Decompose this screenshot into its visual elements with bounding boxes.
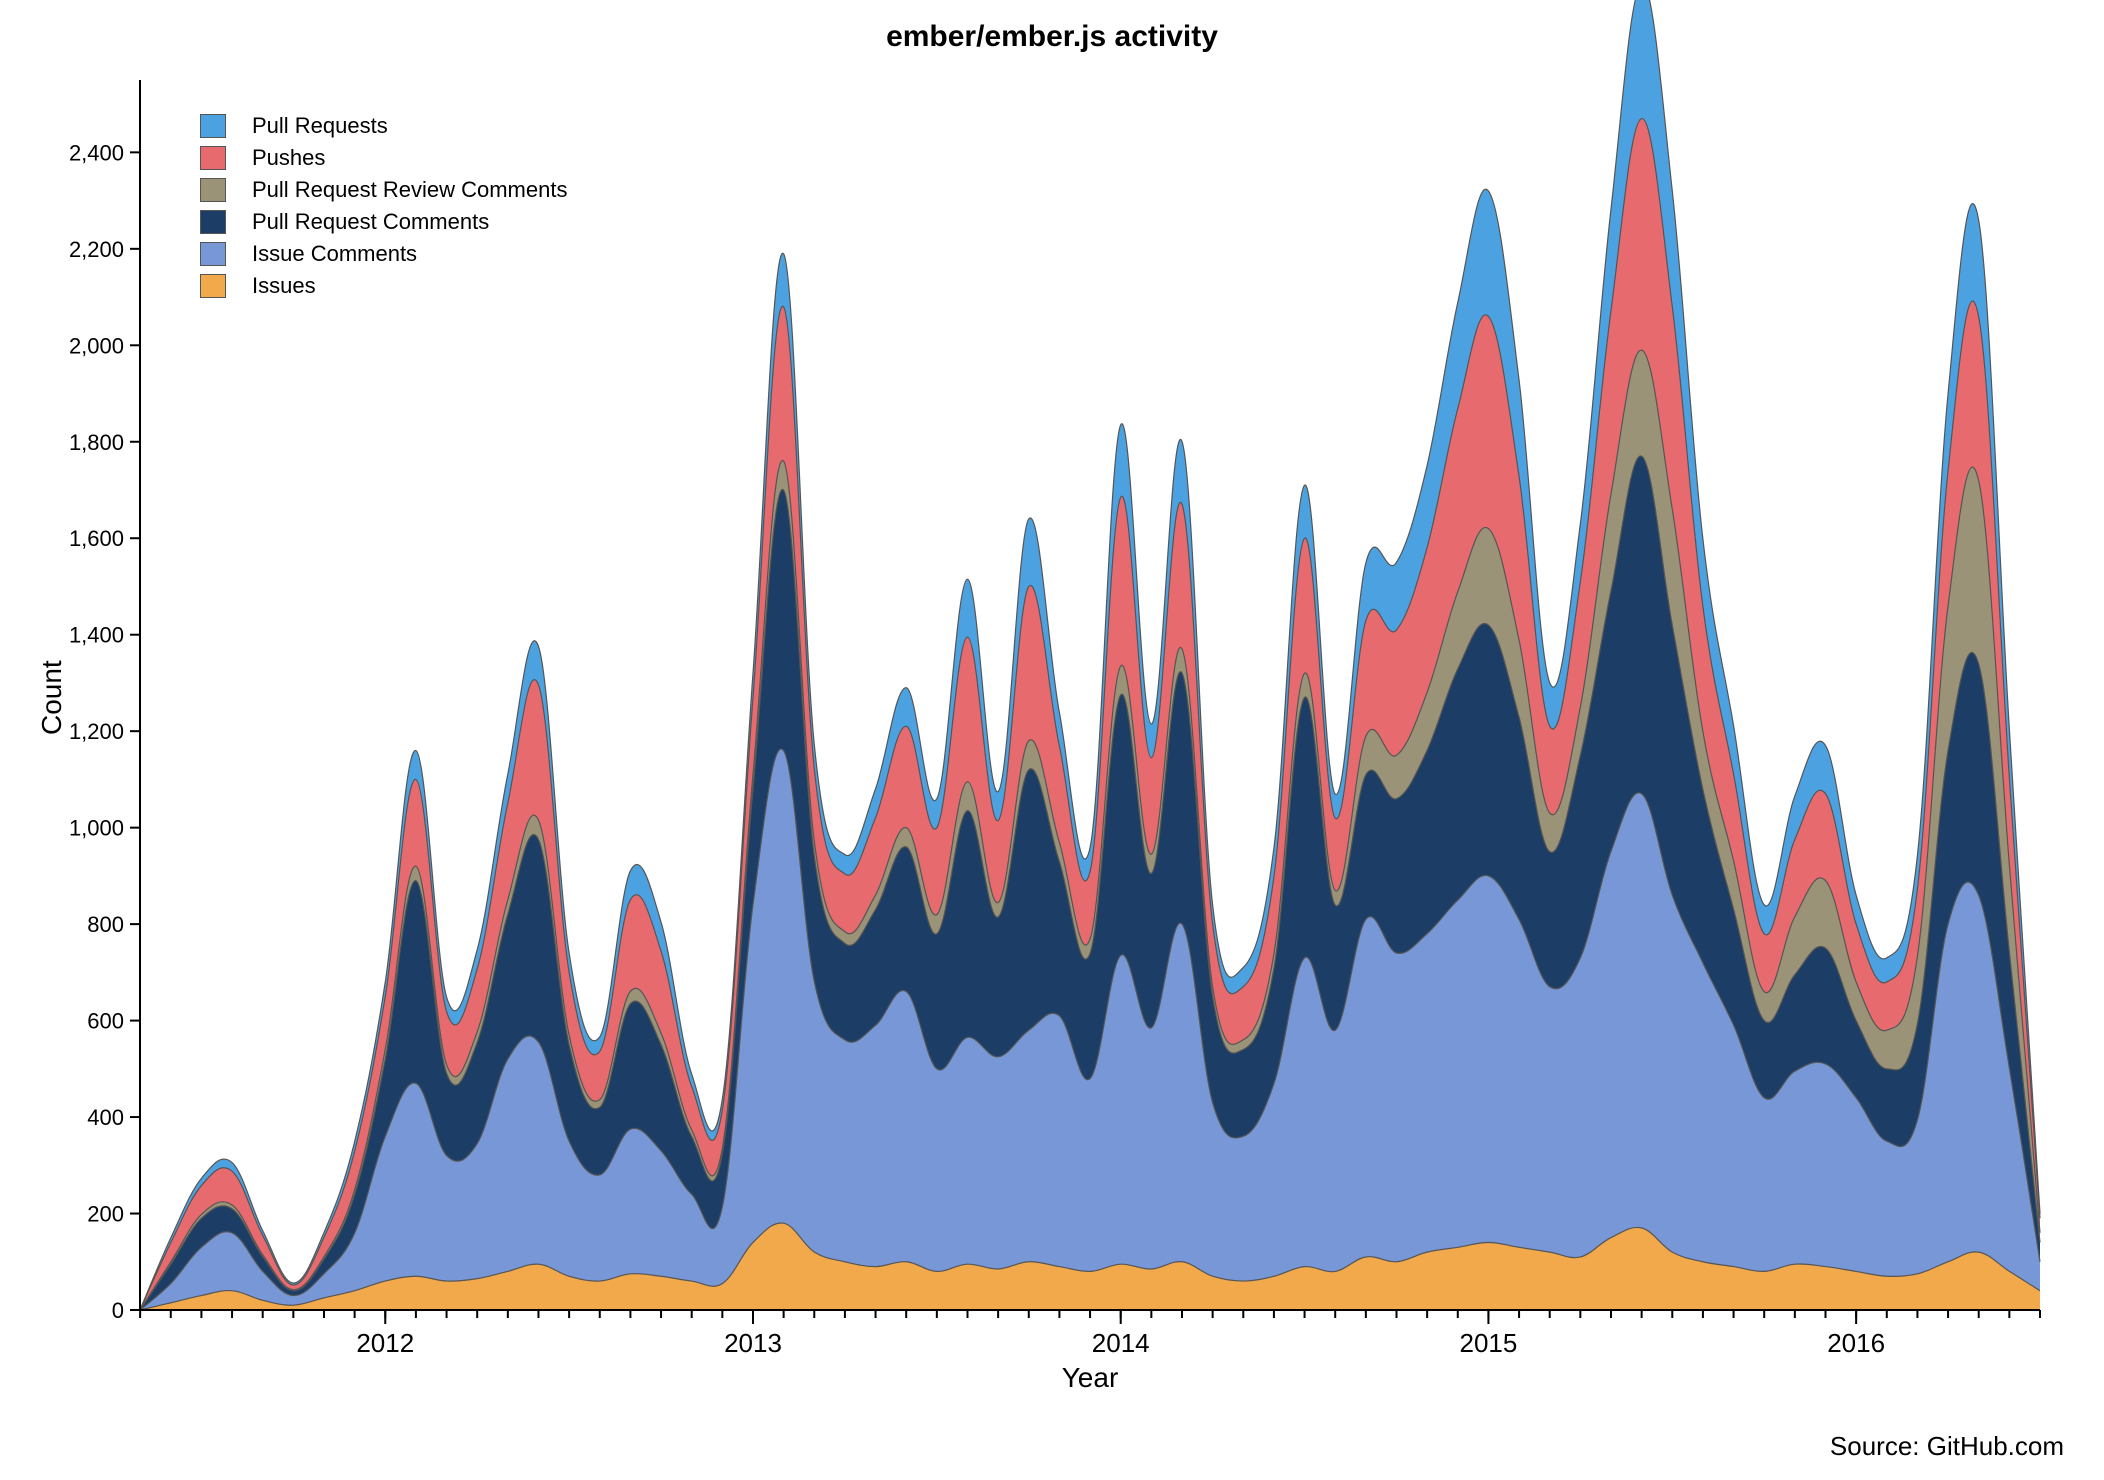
svg-text:1,000: 1,000 — [69, 816, 124, 841]
svg-text:800: 800 — [87, 912, 124, 937]
svg-text:2,400: 2,400 — [69, 140, 124, 165]
chart-container: ember/ember.js activity 0 200 400 600 800 1,0… — [0, 0, 2104, 1480]
legend-item: Pushes — [200, 142, 567, 174]
svg-text:200: 200 — [87, 1202, 124, 1227]
svg-text:2013: 2013 — [724, 1328, 782, 1358]
legend-label: Pull Request Review Comments — [252, 177, 567, 203]
legend-swatch — [200, 210, 226, 234]
legend-item: Pull Request Review Comments — [200, 174, 567, 206]
legend: Pull Requests Pushes Pull Request Review C… — [200, 110, 567, 302]
legend-item: Issue Comments — [200, 238, 567, 270]
svg-text:2015: 2015 — [1460, 1328, 1518, 1358]
legend-swatch — [200, 242, 226, 266]
svg-text:1,400: 1,400 — [69, 623, 124, 648]
svg-text:1,600: 1,600 — [69, 526, 124, 551]
legend-swatch — [200, 178, 226, 202]
legend-item: Issues — [200, 270, 567, 302]
legend-label: Pushes — [252, 145, 325, 171]
legend-label: Pull Requests — [252, 113, 388, 139]
y-axis-label: Count — [36, 660, 68, 735]
svg-text:2,200: 2,200 — [69, 237, 124, 262]
legend-item: Pull Requests — [200, 110, 567, 142]
legend-item: Pull Request Comments — [200, 206, 567, 238]
legend-label: Issue Comments — [252, 241, 417, 267]
svg-text:2014: 2014 — [1092, 1328, 1150, 1358]
svg-text:2012: 2012 — [356, 1328, 414, 1358]
svg-text:2016: 2016 — [1827, 1328, 1885, 1358]
svg-text:400: 400 — [87, 1105, 124, 1130]
legend-swatch — [200, 274, 226, 298]
svg-text:1,800: 1,800 — [69, 430, 124, 455]
svg-text:600: 600 — [87, 1009, 124, 1034]
svg-text:1,200: 1,200 — [69, 719, 124, 744]
svg-text:2,000: 2,000 — [69, 333, 124, 358]
legend-label: Issues — [252, 273, 316, 299]
source-caption: Source: GitHub.com — [1830, 1431, 2064, 1462]
x-axis-label: Year — [140, 1362, 2040, 1394]
chart-title: ember/ember.js activity — [0, 20, 2104, 54]
legend-swatch — [200, 146, 226, 170]
svg-text:0: 0 — [112, 1298, 124, 1323]
legend-label: Pull Request Comments — [252, 209, 489, 235]
legend-swatch — [200, 114, 226, 138]
